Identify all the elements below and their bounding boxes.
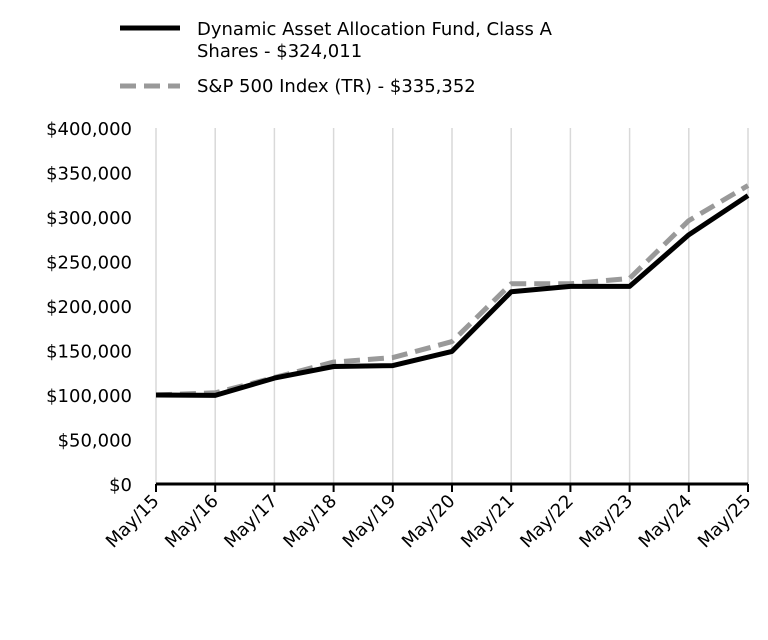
x-tick-label: May/23 <box>575 491 637 553</box>
x-tick-label: May/22 <box>516 491 578 553</box>
legend-label-index: S&P 500 Index (TR) - $335,352 <box>197 76 476 97</box>
x-axis: May/15May/16May/17May/18May/19May/20May/… <box>102 482 756 553</box>
y-tick-label: $200,000 <box>46 297 132 318</box>
y-tick-label: $150,000 <box>46 342 132 363</box>
x-tick-label: May/16 <box>161 491 223 553</box>
y-axis: $400,000 $350,000 $300,000 $250,000 $200,000… <box>46 119 132 496</box>
y-tick-label: $400,000 <box>46 119 132 140</box>
y-tick-label: $250,000 <box>46 253 132 274</box>
x-tick-label: May/25 <box>694 491 756 553</box>
y-tick-label: $100,000 <box>46 386 132 407</box>
x-tick-label: May/24 <box>635 491 697 553</box>
legend-label-fund-line-1: Dynamic Asset Allocation Fund, Class A <box>197 19 553 40</box>
y-tick-label: $350,000 <box>46 164 132 185</box>
x-tick-label: May/19 <box>339 491 401 553</box>
series-line-fund <box>155 193 750 398</box>
x-tick-label: May/18 <box>279 491 341 553</box>
x-tick-label: May/17 <box>220 491 282 553</box>
y-tick-label: $300,000 <box>46 208 132 229</box>
chart-series <box>155 183 750 398</box>
x-tick-label: May/20 <box>398 491 460 553</box>
chart-legend: Dynamic Asset Allocation Fund, Class A S… <box>120 19 553 97</box>
chart-gridlines <box>155 128 749 484</box>
x-tick-label: May/15 <box>102 491 164 553</box>
y-tick-label: $0 <box>109 475 132 496</box>
x-tick-label: May/21 <box>457 491 519 553</box>
y-tick-label: $50,000 <box>58 431 132 452</box>
legend-label-fund-line-2: Shares - $324,011 <box>197 41 362 62</box>
